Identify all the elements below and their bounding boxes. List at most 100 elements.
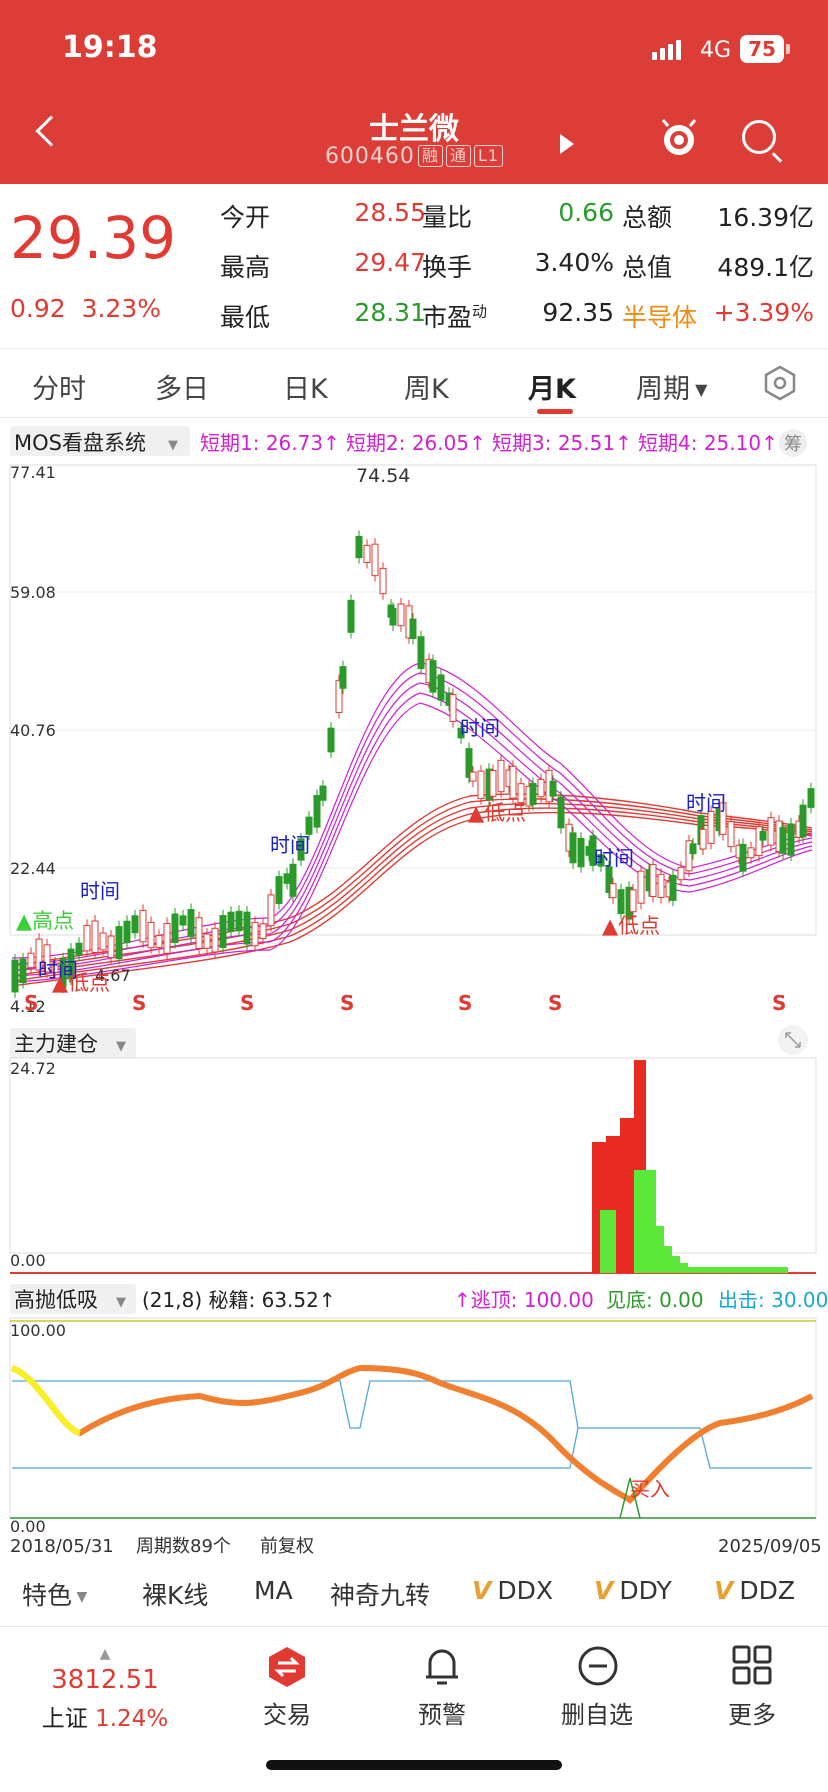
index-widget[interactable]: ▲ 3812.51 上证 1.24%	[30, 1647, 180, 1733]
candle-body	[347, 599, 355, 633]
svg-text:S: S	[240, 991, 254, 1015]
candle-body	[59, 958, 67, 988]
legend-ma4: 短期4: 25.10↑	[638, 431, 778, 455]
tab-period-dropdown[interactable]: 周期 ▼	[636, 374, 708, 405]
candle-body	[457, 727, 465, 739]
tool-magic-nine[interactable]: 神奇九转	[330, 1581, 431, 1610]
tab-weekly-k[interactable]: 周K	[404, 374, 449, 405]
candle-body	[429, 660, 437, 693]
sector-change: +3.39%	[713, 298, 814, 327]
candle-body	[437, 674, 445, 701]
annot-low-1: ▲低点	[52, 971, 110, 995]
sub2-main-line	[10, 1364, 814, 1504]
candle-body	[235, 910, 243, 932]
sector-link[interactable]: 半导体	[622, 303, 698, 332]
value-volume-ratio: 0.66	[558, 198, 614, 227]
bell-icon	[426, 1649, 458, 1685]
quote-panel: 29.39 0.92 3.23% 今开 28.55 量比 0.66 总额 16.…	[0, 184, 828, 348]
minus-circle-icon	[578, 1646, 618, 1686]
candle-body	[609, 883, 617, 899]
candle-body	[123, 920, 131, 944]
candle-body	[807, 788, 815, 808]
main-indicator-selector[interactable]	[10, 426, 190, 456]
candle-body	[489, 770, 497, 797]
chevron-down-icon: ▼	[116, 1039, 126, 1054]
sub2-params: (21,8) 秘籍: 63.52↑	[142, 1288, 336, 1312]
sub2-indicator-selector[interactable]	[10, 1284, 136, 1314]
candle-body	[465, 748, 473, 778]
kline-chart-area[interactable]: MOS看盘系统 ▼ 短期1: 26.73↑ 短期2: 26.05↑ 短期3: 2…	[0, 418, 828, 1568]
candle-body	[171, 913, 179, 944]
y-label-2: 59.08	[10, 583, 56, 602]
vip-icon: V	[594, 1576, 614, 1605]
candle-body	[657, 873, 665, 899]
tab-intraday[interactable]: 分时	[32, 374, 86, 405]
candle-body	[203, 933, 211, 949]
annot-low-3: ▲低点	[602, 914, 660, 938]
candlestick-series	[11, 530, 815, 998]
candle-body	[477, 770, 485, 799]
svg-text:S: S	[772, 991, 786, 1015]
candle-body	[497, 759, 505, 793]
chip-button[interactable]	[779, 429, 807, 457]
candle-body	[35, 938, 43, 971]
footer-end-date: 2025/09/05	[718, 1536, 822, 1557]
candle-body	[147, 921, 155, 949]
candle-body	[115, 926, 123, 960]
next-stock-icon[interactable]	[560, 134, 574, 154]
tool-bare-k[interactable]: 裸K线	[142, 1581, 209, 1610]
candle-body	[289, 863, 297, 897]
label-high: 最高	[220, 253, 271, 282]
candle-body	[107, 935, 115, 959]
svg-text:S: S	[548, 991, 562, 1015]
y-label-min: 4.12	[10, 997, 46, 1016]
label-open: 今开	[220, 203, 271, 232]
candle-body	[517, 783, 525, 804]
candle-body	[259, 923, 267, 940]
tab-daily-k[interactable]: 日K	[283, 374, 328, 405]
label-turnover-rate: 换手	[422, 253, 473, 282]
settings-hex-icon[interactable]	[762, 365, 798, 401]
y-label-4: 22.44	[10, 859, 56, 878]
tool-special[interactable]: 特色 ▼	[22, 1581, 88, 1610]
footer-adjust[interactable]: 前复权	[260, 1536, 314, 1557]
candle-body	[305, 816, 313, 835]
candle-body	[195, 917, 203, 949]
low-price-label: 4.67	[95, 966, 131, 985]
candle-body	[449, 694, 457, 722]
assistant-robot-icon[interactable]	[660, 118, 698, 158]
candle-body	[629, 889, 637, 913]
candle-body	[779, 827, 787, 854]
candle-body	[509, 765, 517, 799]
candle-body	[755, 826, 763, 857]
signal-icon	[652, 40, 681, 60]
last-price: 29.39	[10, 204, 177, 272]
tool-ma[interactable]: MA	[254, 1576, 293, 1605]
candle-body	[549, 780, 557, 797]
tab-monthly-k[interactable]: 月K	[528, 374, 576, 405]
sub2-bottom-label: 0.00	[10, 1517, 46, 1536]
legend-ma3: 短期3: 25.51↑	[492, 431, 632, 455]
tool-ddy[interactable]: V DDY	[594, 1576, 672, 1605]
sub1-panel-frame	[9, 1057, 817, 1254]
battery-icon: 75	[740, 35, 790, 63]
sub1-bottom-label: 0.00	[10, 1251, 46, 1270]
candle-body	[589, 835, 597, 866]
candle-body	[417, 636, 425, 670]
tool-ddx[interactable]: V DDX	[472, 1576, 553, 1605]
tab-multiday[interactable]: 多日	[155, 374, 209, 405]
candle-body	[739, 843, 747, 872]
candle-body	[397, 603, 405, 627]
sub1-top-label: 24.72	[10, 1059, 56, 1078]
bottom-nav: ▲ 3812.51 上证 1.24% 交易 预警 删自选 更多	[0, 1626, 828, 1792]
y-label-max: 77.41	[10, 463, 56, 482]
candle-body	[251, 921, 259, 947]
index-up-icon: ▲	[99, 1646, 111, 1662]
candle-body	[389, 607, 397, 626]
chevron-down-icon: ▼	[168, 438, 178, 453]
sub1-indicator-selector[interactable]	[10, 1028, 136, 1058]
tool-ddz[interactable]: V DDZ	[714, 1576, 795, 1605]
low-annotations: ▲低点 ▲低点 ▲低点	[52, 801, 660, 995]
search-icon[interactable]	[742, 120, 776, 154]
